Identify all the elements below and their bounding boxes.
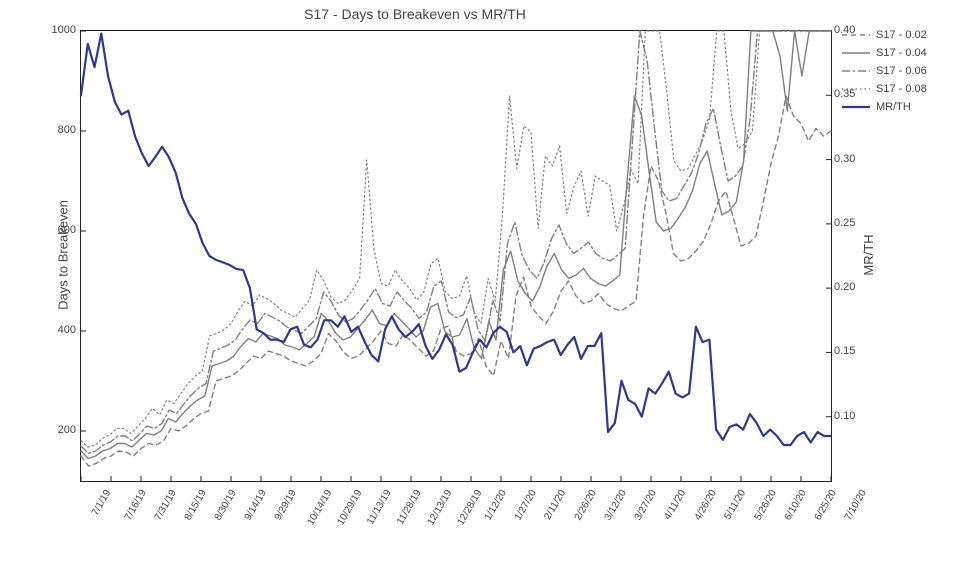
xtick: 3/27/20 — [633, 488, 659, 522]
legend: S17 - 0.02S17 - 0.04S17 - 0.06S17 - 0.08… — [842, 28, 927, 118]
xtick: 5/11/20 — [722, 488, 748, 522]
ytick-right: 0.40 — [834, 24, 894, 36]
series-s06 — [81, 31, 831, 454]
xtick: 4/26/20 — [693, 488, 719, 522]
legend-item: S17 - 0.04 — [842, 46, 927, 60]
xtick: 10/29/19 — [335, 488, 364, 527]
legend-item: MR/TH — [842, 100, 927, 114]
ytick-right: 0.15 — [834, 345, 894, 357]
series-s08 — [81, 31, 831, 447]
series-s04 — [81, 31, 831, 459]
y-axis-label-right: MR/TH — [861, 234, 876, 275]
legend-item: S17 - 0.06 — [842, 64, 927, 78]
xtick: 10/14/19 — [305, 488, 334, 527]
xtick: 1/27/20 — [513, 488, 539, 522]
xtick: 6/25/20 — [813, 488, 839, 522]
ytick-right: 0.25 — [834, 217, 894, 229]
ytick-right: 0.10 — [834, 410, 894, 422]
xtick: 4/11/20 — [662, 488, 688, 522]
ytick-right: 0.20 — [834, 281, 894, 293]
xtick: 7/1/19 — [90, 488, 113, 518]
xtick: 7/16/19 — [123, 488, 149, 522]
series-mrth — [81, 34, 831, 445]
ytick-left: 600 — [0, 224, 76, 236]
series-s02 — [81, 96, 831, 466]
xtick: 11/28/19 — [395, 488, 424, 527]
legend-swatch — [842, 100, 870, 114]
xtick: 2/26/20 — [573, 488, 599, 522]
ytick-left: 800 — [0, 124, 76, 136]
ytick-right: 0.30 — [834, 153, 894, 165]
xtick: 6/10/20 — [783, 488, 809, 522]
xtick: 7/10/20 — [843, 488, 869, 522]
ytick-left: 200 — [0, 424, 76, 436]
xtick: 9/29/19 — [273, 488, 299, 522]
legend-swatch — [842, 64, 870, 78]
xtick: 11/13/19 — [365, 488, 394, 527]
xtick: 8/15/19 — [183, 488, 209, 522]
y-axis-label-left: Days to Breakeven — [55, 200, 70, 310]
xtick: 9/14/19 — [243, 488, 269, 522]
xtick: 5/26/20 — [753, 488, 779, 522]
ytick-left: 1000 — [0, 24, 76, 36]
legend-label: MR/TH — [876, 101, 911, 113]
xtick: 12/13/19 — [425, 488, 454, 527]
xtick: 2/11/20 — [542, 488, 568, 522]
ytick-left: 400 — [0, 324, 76, 336]
plot-svg — [81, 31, 831, 481]
legend-label: S17 - 0.04 — [876, 47, 927, 59]
xtick: 7/31/19 — [153, 488, 179, 522]
xtick: 8/30/19 — [213, 488, 239, 522]
chart-title: S17 - Days to Breakeven vs MR/TH — [0, 6, 830, 22]
xtick: 1/12/20 — [483, 488, 509, 522]
legend-label: S17 - 0.06 — [876, 65, 927, 77]
xtick: 12/28/19 — [455, 488, 484, 527]
chart-container: S17 - Days to Breakeven vs MR/TH Days to… — [0, 0, 960, 566]
xtick: 3/12/20 — [603, 488, 629, 522]
legend-swatch — [842, 46, 870, 60]
plot-area — [80, 30, 832, 482]
ytick-right: 0.35 — [834, 88, 894, 100]
